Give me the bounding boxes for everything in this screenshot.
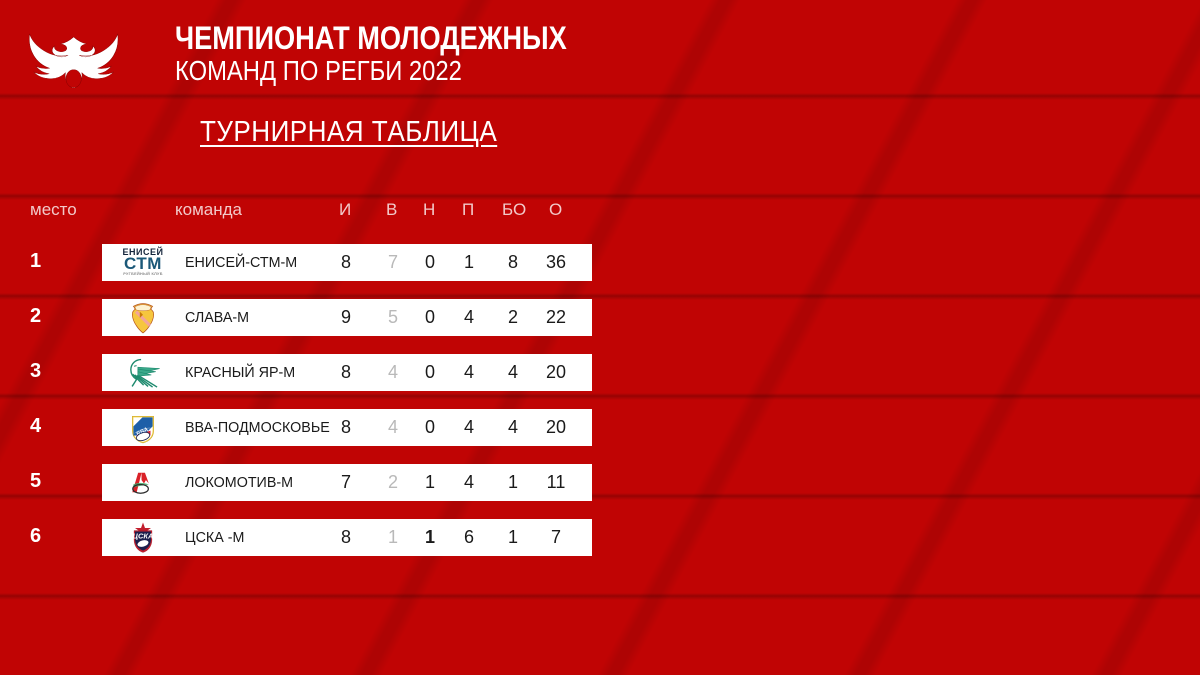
- svg-text:ЦСКА: ЦСКА: [133, 531, 154, 540]
